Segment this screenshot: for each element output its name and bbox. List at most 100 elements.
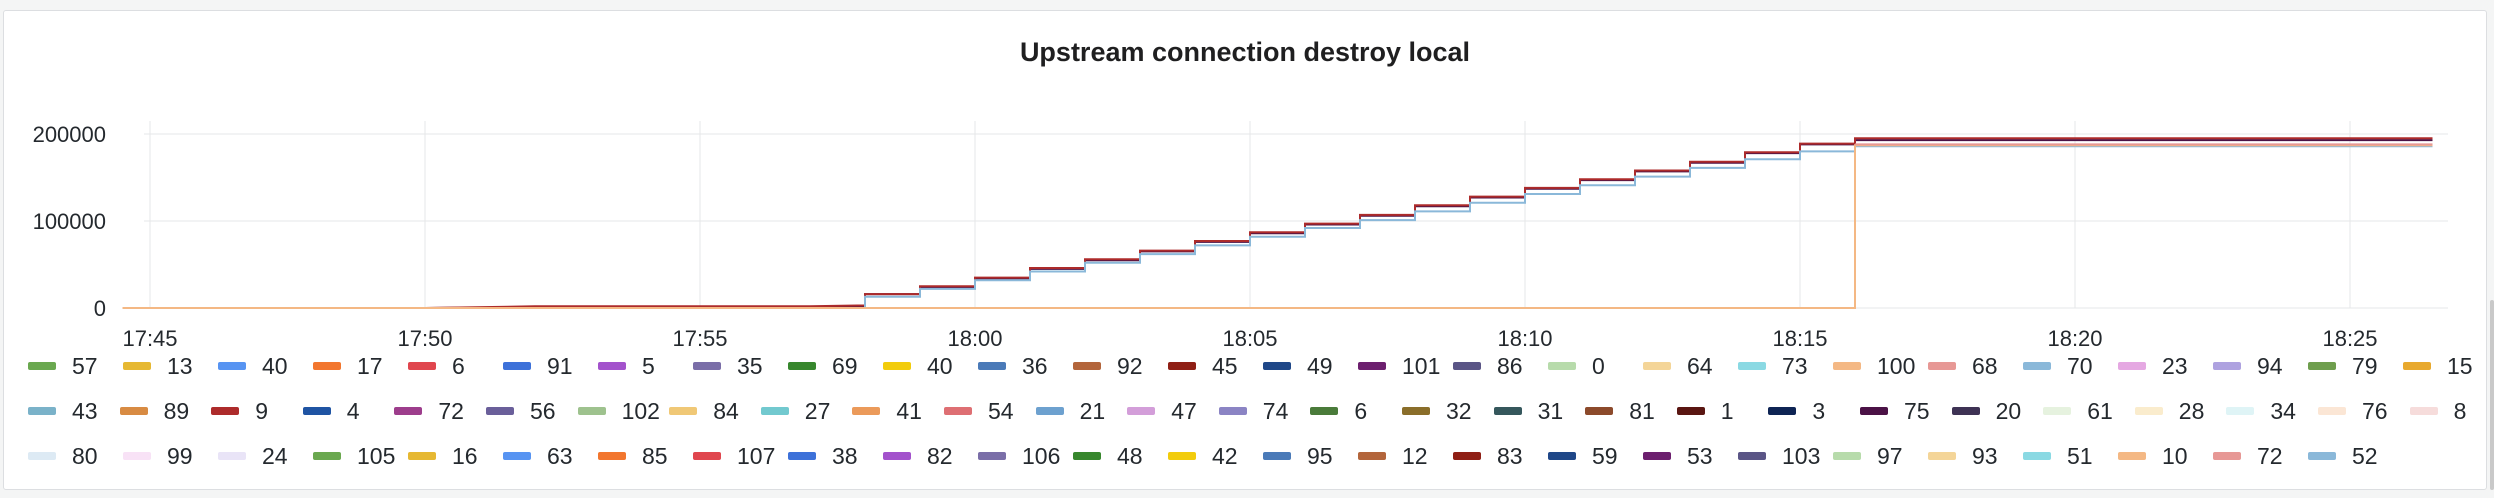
legend-label: 69 — [832, 352, 858, 379]
legend-item[interactable]: 32 — [1402, 396, 1472, 426]
legend-item[interactable]: 24 — [218, 441, 288, 471]
legend-swatch — [978, 452, 1006, 460]
legend-item[interactable]: 82 — [883, 441, 953, 471]
legend-item[interactable]: 56 — [486, 396, 556, 426]
legend-item[interactable]: 41 — [852, 396, 922, 426]
legend-item[interactable]: 52 — [2308, 441, 2378, 471]
legend-item[interactable]: 4 — [302, 396, 360, 426]
legend-item[interactable]: 9 — [211, 396, 268, 426]
legend-item[interactable]: 80 — [28, 441, 98, 471]
legend-item[interactable]: 8 — [2409, 396, 2466, 426]
legend-item[interactable]: 72 — [2213, 441, 2283, 471]
legend-item[interactable]: 91 — [503, 351, 573, 381]
legend-label: 51 — [2067, 442, 2093, 469]
legend-item[interactable]: 101 — [1358, 351, 1440, 381]
legend-item[interactable]: 47 — [1127, 396, 1197, 426]
legend-item[interactable]: 57 — [28, 351, 98, 381]
legend-label: 59 — [1592, 442, 1618, 469]
legend-item[interactable]: 63 — [503, 441, 573, 471]
legend-item[interactable]: 13 — [123, 351, 193, 381]
legend-item[interactable]: 97 — [1833, 441, 1903, 471]
legend-swatch — [28, 407, 56, 415]
legend-item[interactable]: 92 — [1073, 351, 1143, 381]
legend-item[interactable]: 73 — [1738, 351, 1808, 381]
legend-item[interactable]: 6 — [408, 351, 465, 381]
legend-item[interactable]: 94 — [2213, 351, 2283, 381]
legend-item[interactable]: 45 — [1168, 351, 1238, 381]
legend-item[interactable]: 107 — [693, 441, 775, 471]
legend-item[interactable]: 83 — [1453, 441, 1523, 471]
legend-swatch — [1768, 407, 1797, 415]
legend-item[interactable]: 21 — [1035, 396, 1105, 426]
legend-item[interactable]: 12 — [1358, 441, 1428, 471]
legend-label: 53 — [1687, 442, 1713, 469]
legend-item[interactable]: 75 — [1860, 396, 1930, 426]
legend-swatch — [693, 362, 721, 370]
legend-label: 41 — [896, 397, 922, 424]
legend-item[interactable]: 27 — [760, 396, 830, 426]
legend-item[interactable]: 28 — [2134, 396, 2204, 426]
legend-item[interactable]: 49 — [1263, 351, 1333, 381]
legend-item[interactable]: 84 — [669, 396, 739, 426]
legend-item[interactable]: 85 — [598, 441, 668, 471]
legend-item[interactable]: 93 — [1928, 441, 1998, 471]
legend-item[interactable]: 54 — [944, 396, 1014, 426]
legend-swatch — [1168, 362, 1196, 370]
legend-label: 40 — [262, 352, 288, 379]
legend-item[interactable]: 5 — [598, 351, 655, 381]
legend-item[interactable]: 68 — [1928, 351, 1998, 381]
legend-item[interactable]: 70 — [2023, 351, 2093, 381]
legend-item[interactable]: 99 — [123, 441, 193, 471]
legend-item[interactable]: 53 — [1643, 441, 1713, 471]
legend-item[interactable]: 79 — [2308, 351, 2378, 381]
legend-item[interactable]: 102 — [577, 396, 660, 426]
legend-item[interactable]: 34 — [2226, 396, 2296, 426]
legend-item[interactable]: 106 — [978, 441, 1060, 471]
legend-swatch — [1676, 407, 1705, 415]
legend-label: 95 — [1307, 442, 1333, 469]
legend-item[interactable]: 38 — [788, 441, 858, 471]
legend-item[interactable]: 59 — [1548, 441, 1618, 471]
legend-item[interactable]: 10 — [2118, 441, 2188, 471]
legend-item[interactable]: 100 — [1833, 351, 1915, 381]
legend-swatch — [123, 362, 151, 370]
legend-swatch — [2134, 407, 2163, 415]
legend-item[interactable]: 76 — [2318, 396, 2388, 426]
legend-item[interactable]: 0 — [1548, 351, 1605, 381]
legend-item[interactable]: 31 — [1493, 396, 1563, 426]
legend-item[interactable]: 17 — [313, 351, 383, 381]
legend-item[interactable]: 89 — [119, 396, 189, 426]
legend-item[interactable]: 42 — [1168, 441, 1238, 471]
legend-item[interactable]: 40 — [883, 351, 953, 381]
legend-item[interactable]: 95 — [1263, 441, 1333, 471]
legend-item[interactable]: 74 — [1218, 396, 1288, 426]
legend-item[interactable]: 81 — [1585, 396, 1655, 426]
legend-item[interactable]: 72 — [394, 396, 464, 426]
legend-item[interactable]: 1 — [1676, 396, 1734, 426]
legend-item[interactable]: 86 — [1453, 351, 1523, 381]
legend-item[interactable]: 43 — [28, 396, 98, 426]
legend-item[interactable]: 6 — [1310, 396, 1367, 426]
legend-swatch — [1928, 362, 1956, 370]
legend-item[interactable]: 103 — [1738, 441, 1820, 471]
legend-item[interactable]: 40 — [218, 351, 288, 381]
legend-swatch — [2226, 407, 2255, 415]
scrollbar[interactable] — [2490, 300, 2494, 490]
legend-item[interactable]: 15 — [2403, 351, 2473, 381]
legend-swatch — [119, 407, 148, 415]
legend-item[interactable]: 64 — [1643, 351, 1713, 381]
legend-item[interactable]: 48 — [1073, 441, 1143, 471]
legend-item[interactable]: 3 — [1768, 396, 1825, 426]
legend-item[interactable]: 51 — [2023, 441, 2093, 471]
legend-label: 13 — [167, 352, 193, 379]
legend-item[interactable]: 36 — [978, 351, 1048, 381]
legend-swatch — [788, 362, 816, 370]
legend-item[interactable]: 35 — [693, 351, 763, 381]
legend-item[interactable]: 16 — [408, 441, 478, 471]
legend-item[interactable]: 20 — [1951, 396, 2021, 426]
legend-item[interactable]: 105 — [313, 441, 395, 471]
legend-item[interactable]: 23 — [2118, 351, 2188, 381]
x-tick-label: 17:45 — [122, 326, 177, 351]
legend-item[interactable]: 69 — [788, 351, 858, 381]
legend-item[interactable]: 61 — [2043, 396, 2113, 426]
